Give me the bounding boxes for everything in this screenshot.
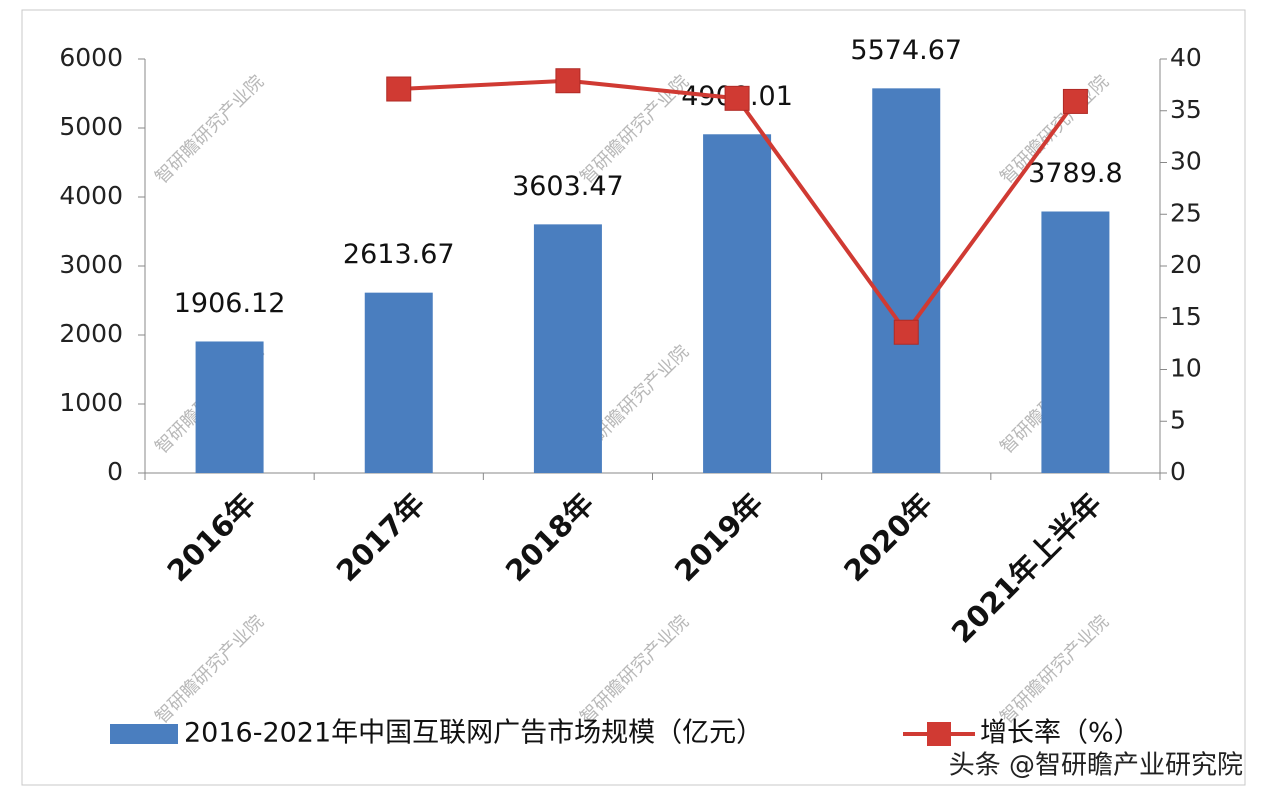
data-label: 3603.47 <box>512 171 624 202</box>
legend-label: 增长率（%） <box>980 718 1141 749</box>
line-marker <box>893 319 919 345</box>
bar <box>195 341 264 473</box>
legend-swatch <box>110 724 178 744</box>
y2-tick-label: 15 <box>1170 302 1202 331</box>
y2-tick-label: 10 <box>1170 354 1202 383</box>
y-tick-label: 3000 <box>59 250 123 279</box>
y-tick-label: 0 <box>107 457 123 486</box>
bar <box>364 292 433 473</box>
bar <box>1041 211 1110 474</box>
line-marker <box>724 85 750 111</box>
y2-tick-label: 0 <box>1170 457 1186 486</box>
footer: 头条 @智研瞻产业研究院 <box>949 751 1243 781</box>
y2-tick-label: 20 <box>1170 250 1202 279</box>
y2-tick-label: 25 <box>1170 198 1202 227</box>
y2-tick-label: 40 <box>1170 43 1202 72</box>
y-tick-label: 6000 <box>59 43 123 72</box>
y2-tick-label: 30 <box>1170 147 1202 176</box>
y-tick-label: 2000 <box>59 319 123 348</box>
data-label: 3789.8 <box>1028 158 1122 189</box>
line-marker <box>555 68 581 94</box>
y2-tick-label: 5 <box>1170 405 1186 434</box>
y-tick-label: 1000 <box>59 388 123 417</box>
legend-label: 2016-2021年中国互联网广告市场规模（亿元） <box>184 718 763 749</box>
line-marker <box>386 76 412 102</box>
y2-tick-label: 35 <box>1170 95 1202 124</box>
bar <box>703 134 772 473</box>
bar <box>533 224 602 473</box>
line-marker <box>1062 88 1088 114</box>
y-tick-label: 5000 <box>59 112 123 141</box>
data-label: 1906.12 <box>174 288 286 319</box>
legend-marker <box>927 722 951 746</box>
data-label: 5574.67 <box>850 35 962 66</box>
bar <box>872 88 941 473</box>
y-tick-label: 4000 <box>59 181 123 210</box>
data-label: 2613.67 <box>343 239 455 270</box>
